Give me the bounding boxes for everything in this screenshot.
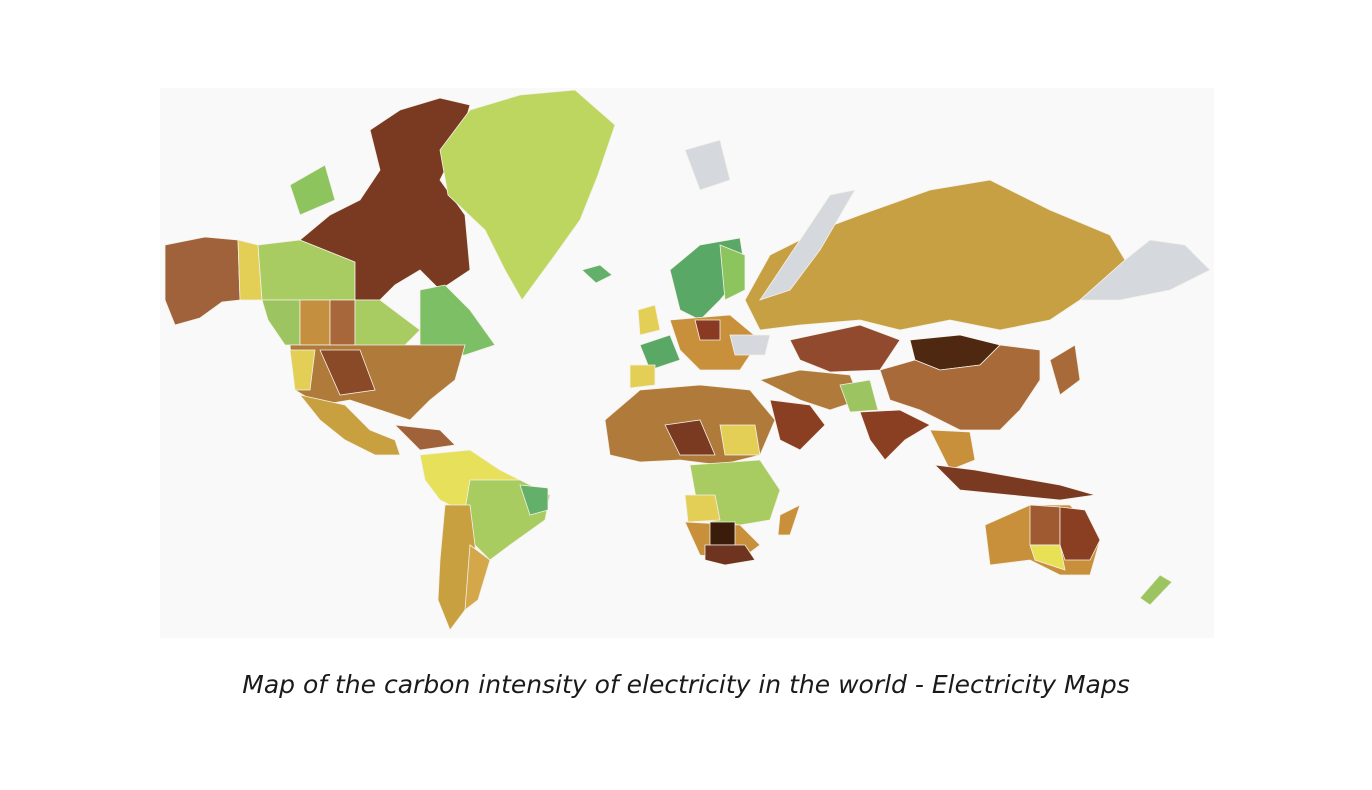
region bbox=[639, 334, 681, 371]
region bbox=[581, 264, 613, 284]
region bbox=[329, 299, 356, 346]
region bbox=[1139, 574, 1173, 606]
region bbox=[393, 424, 456, 451]
region bbox=[769, 399, 826, 451]
region bbox=[709, 521, 736, 546]
region bbox=[759, 189, 856, 301]
region bbox=[929, 429, 976, 471]
region bbox=[464, 544, 491, 611]
region bbox=[519, 484, 549, 516]
region bbox=[933, 464, 1096, 501]
region bbox=[777, 504, 801, 536]
region bbox=[664, 419, 716, 456]
region bbox=[289, 164, 336, 216]
caption: Map of the carbon intensity of electrici… bbox=[242, 670, 1130, 699]
region bbox=[669, 314, 761, 371]
world-map bbox=[160, 88, 1214, 638]
region bbox=[839, 379, 879, 413]
region bbox=[319, 349, 376, 396]
region bbox=[289, 349, 316, 391]
region bbox=[299, 299, 331, 346]
region bbox=[704, 544, 756, 566]
region bbox=[694, 319, 721, 341]
region bbox=[164, 236, 241, 326]
region bbox=[354, 299, 421, 351]
region bbox=[1078, 239, 1211, 301]
region bbox=[1029, 544, 1066, 571]
region bbox=[637, 304, 661, 336]
region bbox=[1049, 344, 1081, 396]
region bbox=[1029, 504, 1061, 546]
region bbox=[298, 394, 401, 456]
region bbox=[719, 424, 761, 456]
region bbox=[439, 89, 616, 301]
region bbox=[879, 344, 1041, 431]
region bbox=[859, 409, 931, 461]
region bbox=[684, 139, 731, 191]
region bbox=[684, 494, 721, 523]
region bbox=[729, 334, 771, 356]
region bbox=[629, 364, 656, 389]
region bbox=[719, 244, 746, 301]
